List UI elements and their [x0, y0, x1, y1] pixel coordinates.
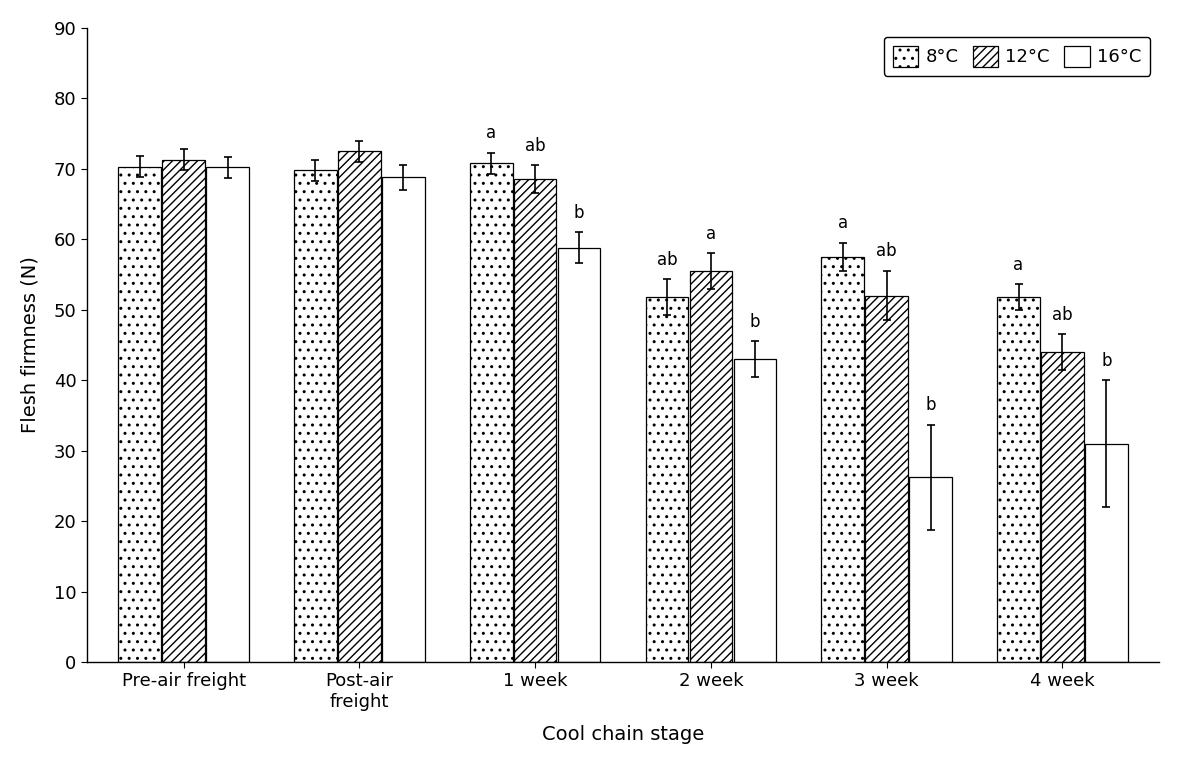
- Bar: [382, 177, 425, 662]
- Bar: [689, 271, 733, 662]
- Y-axis label: Flesh firmness (N): Flesh firmness (N): [21, 256, 40, 434]
- Text: ab: ab: [1053, 306, 1073, 324]
- Text: a: a: [838, 214, 847, 233]
- Bar: [1086, 444, 1128, 662]
- Bar: [865, 295, 909, 662]
- Bar: [513, 179, 557, 662]
- Text: ab: ab: [656, 251, 677, 269]
- Bar: [206, 168, 249, 662]
- Bar: [163, 160, 205, 662]
- Bar: [470, 163, 512, 662]
- Bar: [821, 257, 864, 662]
- Bar: [645, 297, 688, 662]
- Text: ab: ab: [525, 137, 545, 155]
- Text: b: b: [749, 313, 760, 330]
- Text: a: a: [706, 225, 716, 243]
- Bar: [734, 359, 776, 662]
- Legend: 8°C, 12°C, 16°C: 8°C, 12°C, 16°C: [884, 37, 1150, 76]
- X-axis label: Cool chain stage: Cool chain stage: [542, 725, 704, 744]
- Text: a: a: [1014, 256, 1023, 274]
- Text: b: b: [1101, 352, 1112, 369]
- Bar: [294, 170, 336, 662]
- Text: ab: ab: [877, 243, 897, 260]
- Text: b: b: [573, 203, 584, 222]
- Bar: [337, 151, 381, 662]
- Bar: [910, 477, 952, 662]
- Bar: [118, 167, 160, 662]
- Bar: [997, 297, 1040, 662]
- Text: b: b: [925, 396, 936, 414]
- Bar: [1041, 352, 1083, 662]
- Text: a: a: [486, 124, 497, 142]
- Bar: [558, 248, 601, 662]
